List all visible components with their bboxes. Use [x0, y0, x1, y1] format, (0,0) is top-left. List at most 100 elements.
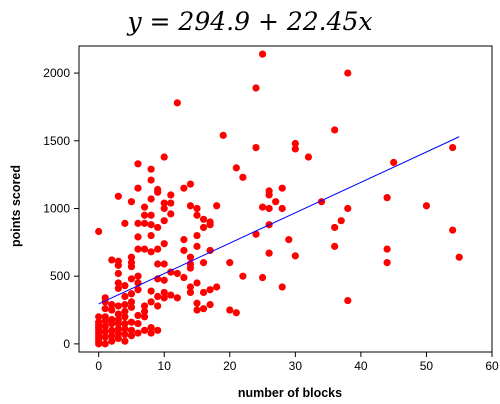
data-point — [232, 164, 240, 172]
data-point — [127, 253, 136, 261]
data-point — [140, 211, 149, 219]
data-point — [167, 210, 175, 218]
data-point — [252, 84, 260, 92]
data-point — [101, 322, 109, 330]
data-point — [252, 143, 260, 152]
data-point — [121, 337, 129, 345]
data-point — [265, 187, 273, 195]
y-tick-label: 2000 — [43, 66, 70, 80]
data-point — [455, 253, 463, 261]
data-point — [226, 306, 234, 314]
data-point — [127, 198, 136, 206]
data-point — [160, 288, 168, 297]
x-tick-label: 40 — [354, 359, 368, 373]
data-point — [101, 313, 109, 321]
data-point — [206, 246, 214, 255]
data-point — [95, 227, 103, 236]
data-point — [304, 153, 313, 161]
data-point — [108, 256, 116, 264]
data-point — [114, 315, 122, 324]
data-point — [285, 236, 293, 244]
data-point — [193, 279, 201, 287]
data-point — [108, 306, 116, 314]
data-point — [154, 292, 162, 301]
data-point — [108, 326, 116, 334]
data-point — [154, 302, 162, 310]
data-point — [173, 294, 181, 302]
data-point — [127, 332, 136, 340]
data-point — [160, 153, 168, 161]
data-point — [134, 184, 142, 192]
data-point — [121, 301, 129, 309]
data-point — [449, 143, 457, 152]
data-point — [160, 276, 168, 284]
data-point — [344, 204, 352, 213]
data-point — [114, 310, 122, 318]
data-point — [154, 245, 162, 253]
data-point — [331, 223, 339, 232]
data-point — [186, 202, 195, 210]
data-point — [101, 333, 109, 341]
data-point — [140, 219, 149, 227]
data-point — [258, 273, 267, 282]
data-point — [147, 195, 155, 203]
data-point — [258, 50, 267, 58]
data-point — [108, 337, 116, 345]
data-point — [140, 307, 149, 315]
data-point — [140, 313, 149, 321]
data-point — [160, 204, 168, 213]
data-point — [108, 332, 116, 340]
data-point — [422, 202, 431, 210]
y-tick-label: 1500 — [43, 134, 70, 148]
data-point — [127, 298, 136, 306]
axis-ticks: 0 10 20 30 40 50 60 0 500 1000 1500 2000 — [43, 66, 499, 373]
data-point — [167, 199, 175, 207]
data-point — [140, 203, 149, 211]
data-point — [114, 325, 122, 333]
data-point — [199, 215, 208, 223]
data-point — [134, 245, 142, 253]
y-axis-label: points scored — [9, 165, 23, 247]
data-point — [95, 318, 103, 326]
data-point — [167, 291, 175, 299]
data-point — [180, 184, 188, 192]
data-point — [154, 185, 162, 194]
data-point — [140, 326, 149, 334]
data-point — [252, 230, 260, 238]
data-point — [232, 309, 240, 317]
data-point — [154, 260, 162, 268]
x-tick-label: 50 — [420, 359, 434, 373]
data-point — [167, 268, 175, 276]
data-point — [449, 226, 457, 234]
data-point — [147, 231, 155, 240]
data-point — [186, 283, 195, 291]
data-point — [121, 313, 129, 321]
data-point — [193, 204, 201, 213]
data-point — [206, 301, 214, 309]
data-point — [127, 326, 136, 334]
data-point — [331, 126, 339, 134]
data-point — [147, 287, 155, 295]
data-point — [206, 218, 214, 226]
data-point — [134, 319, 142, 328]
data-point — [114, 279, 122, 287]
data-point — [114, 334, 122, 343]
x-tick-label: 20 — [223, 359, 237, 373]
data-point — [147, 329, 155, 337]
x-axis-label: number of blocks — [238, 386, 342, 400]
data-point — [101, 340, 109, 348]
data-point — [213, 283, 221, 291]
data-point — [180, 273, 188, 282]
data-point — [239, 272, 247, 280]
data-point — [173, 269, 181, 278]
data-point — [180, 236, 188, 244]
data-point — [121, 330, 129, 338]
data-point — [239, 173, 247, 181]
data-point — [199, 259, 208, 267]
data-point — [291, 145, 299, 153]
data-point — [121, 319, 129, 328]
data-point — [147, 324, 155, 332]
data-point — [226, 259, 234, 267]
data-point — [134, 219, 142, 227]
data-point — [383, 245, 391, 253]
